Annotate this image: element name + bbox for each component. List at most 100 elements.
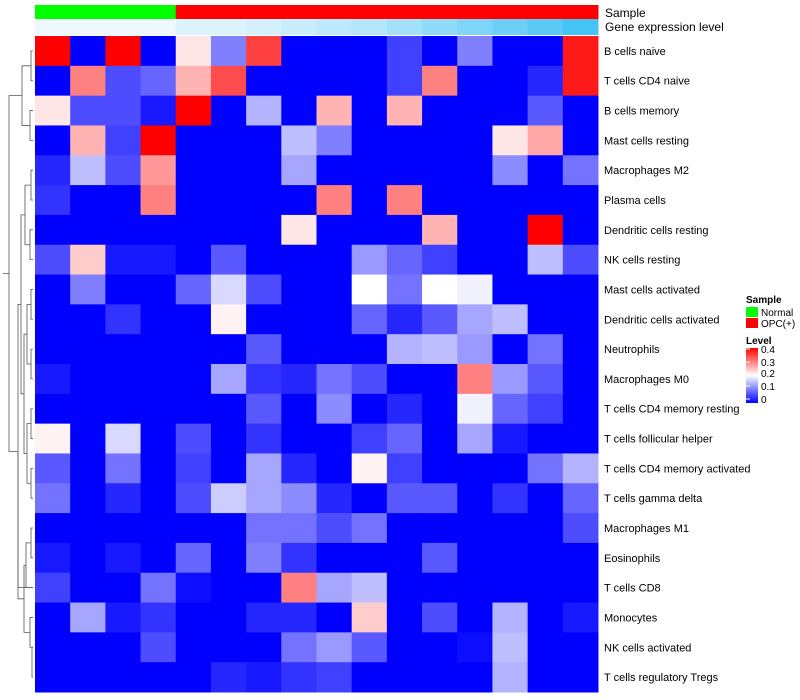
heatmap-cell <box>210 95 247 126</box>
heatmap-cell <box>70 572 106 604</box>
heatmap-cell <box>70 602 106 633</box>
row-label: Dendritic cells activated <box>604 314 720 326</box>
heatmap-cell <box>70 453 106 484</box>
heatmap-cell <box>351 662 388 693</box>
heatmap-cell <box>562 572 599 604</box>
heatmap-cell <box>105 36 142 67</box>
heatmap-cell <box>386 662 423 693</box>
heatmap-cell <box>35 334 71 365</box>
heatmap-cell <box>175 513 212 544</box>
heatmap-cell <box>140 542 177 574</box>
heatmap-cell <box>492 453 529 484</box>
heatmap-cell <box>210 65 247 97</box>
heatmap-cell <box>246 632 282 663</box>
heatmap-cell <box>35 602 71 633</box>
heatmap-cell <box>422 662 458 693</box>
heatmap-cell <box>527 542 564 574</box>
legend-sample-title: Sample <box>746 295 782 306</box>
legend-color-bar <box>746 348 758 403</box>
heatmap-cell <box>210 214 247 246</box>
heatmap-cell <box>35 95 71 126</box>
heatmap-cell <box>70 334 106 365</box>
heatmap-cell <box>316 483 353 514</box>
heatmap-cell <box>316 453 353 484</box>
heatmap-cell <box>492 334 529 365</box>
heatmap-cell <box>35 453 71 484</box>
legend-swatch-normal <box>746 307 758 317</box>
heatmap-cell <box>210 483 247 514</box>
heatmap-cell <box>351 602 388 633</box>
heatmap-cell <box>246 602 282 633</box>
heatmap-cell <box>562 214 599 246</box>
heatmap-cell <box>210 244 247 276</box>
heatmap-cell <box>35 304 71 335</box>
heatmap-cell <box>175 542 212 574</box>
heatmap-cell <box>527 304 564 335</box>
heatmap-cell <box>210 334 247 365</box>
heatmap-cell <box>210 572 247 604</box>
heatmap-cell <box>527 632 564 663</box>
heatmap-cell <box>492 662 529 693</box>
sample-annotation-cell <box>175 5 212 19</box>
row-label: B cells naive <box>604 46 666 58</box>
heatmap-cell <box>105 214 142 246</box>
heatmap-cell <box>527 364 564 395</box>
heatmap-cell <box>351 214 388 246</box>
heatmap-cell <box>422 632 458 663</box>
heatmap-cell <box>140 423 177 454</box>
heatmap-cell <box>140 155 177 186</box>
heatmap-cell <box>351 65 388 97</box>
heatmap-cell <box>422 572 458 604</box>
heatmap-cell <box>562 602 599 633</box>
heatmap-cell <box>492 304 529 335</box>
sample-annotation-cell <box>105 5 142 19</box>
heatmap-cell <box>422 453 458 484</box>
heatmap-cell <box>105 185 142 216</box>
heatmap-cell <box>210 125 247 156</box>
heatmap-cell <box>140 453 177 484</box>
heatmap-cell <box>105 483 142 514</box>
row-label: Dendritic cells resting <box>604 225 709 237</box>
expression-annotation-cell <box>210 19 247 35</box>
heatmap-cell <box>70 513 106 544</box>
heatmap-cell <box>281 274 317 305</box>
heatmap-cell <box>246 513 282 544</box>
heatmap-cell <box>246 95 282 126</box>
heatmap-cell <box>175 483 212 514</box>
heatmap-cell <box>457 214 493 246</box>
heatmap-cell <box>105 334 142 365</box>
heatmap-cell <box>246 483 282 514</box>
heatmap-cell <box>70 304 106 335</box>
heatmap-cell <box>422 542 458 574</box>
heatmap-cell <box>281 185 317 216</box>
heatmap-cell <box>175 572 212 604</box>
heatmap-cell <box>422 274 458 305</box>
row-label: Macrophages M1 <box>604 523 689 535</box>
legend-ticks: 0.4 0.30.2 0.1 0 <box>746 345 775 406</box>
heatmap-cell <box>386 244 423 276</box>
sample-annotation-cell <box>140 5 177 19</box>
heatmap-cell <box>457 364 493 395</box>
heatmap-cell <box>562 364 599 395</box>
expression-annotation-cell <box>175 19 212 35</box>
heatmap-cell <box>351 334 388 365</box>
sample-annotation-cell <box>246 5 282 19</box>
heatmap-cell <box>316 572 353 604</box>
heatmap-cell <box>386 423 423 454</box>
heatmap-cell <box>140 65 177 97</box>
heatmap-cell <box>457 36 493 67</box>
sample-annotation-cell <box>70 5 106 19</box>
legend-label-opc: OPC(+) <box>761 319 795 330</box>
row-label: Macrophages M2 <box>604 165 689 177</box>
heatmap-cell <box>70 662 106 693</box>
heatmap-cell <box>70 393 106 425</box>
heatmap-cell <box>281 513 317 544</box>
heatmap-cell <box>527 423 564 454</box>
heatmap-cell <box>175 274 212 305</box>
heatmap-cell <box>70 65 106 97</box>
heatmap-cell <box>35 65 71 97</box>
heatmap-cell <box>281 36 317 67</box>
heatmap-cell <box>527 513 564 544</box>
sample-annotation-cell <box>351 5 388 19</box>
expression-annotation-cell <box>492 19 529 35</box>
